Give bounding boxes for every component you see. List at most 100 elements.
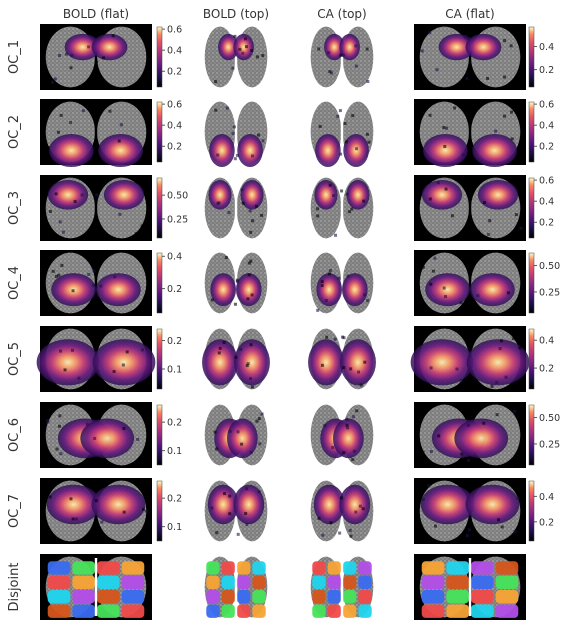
parcel — [446, 590, 469, 604]
voxel — [466, 458, 470, 462]
voxel — [334, 233, 338, 237]
parcel — [327, 561, 341, 575]
voxel — [217, 201, 221, 205]
voxel — [134, 232, 138, 236]
colorbar-gradient — [528, 177, 535, 239]
colorbar-oc-6-bold-flat: 0.1 0.2 — [156, 404, 182, 466]
voxel — [339, 152, 343, 156]
voxel — [320, 363, 324, 367]
panel-oc-1-bold-top — [204, 26, 268, 88]
row-label-oc-5: OC_5 — [7, 342, 22, 376]
voxel — [117, 139, 121, 143]
voxel — [228, 429, 232, 433]
voxel — [361, 507, 365, 511]
colorbar-tick-label: 0.50 — [167, 191, 188, 202]
voxel — [246, 297, 250, 301]
voxel — [108, 109, 112, 113]
voxel — [470, 537, 474, 541]
voxel — [495, 380, 499, 384]
colorbar-oc-3-ca-flat: 0.2 0.4 0.6 — [528, 176, 554, 239]
voxel — [249, 230, 253, 234]
colorbar-gradient — [156, 328, 163, 390]
voxel — [112, 370, 116, 374]
voxel — [93, 523, 97, 527]
voxel — [250, 154, 254, 158]
voxel — [428, 197, 432, 201]
voxel — [519, 226, 523, 230]
voxel — [348, 528, 352, 532]
voxel — [69, 120, 73, 124]
panel-oc-5-bold-flat — [36, 326, 156, 392]
voxel — [60, 263, 64, 267]
colorbar-tick-label: 0.2 — [539, 517, 554, 528]
voxel — [140, 332, 144, 336]
activation-blob — [343, 133, 369, 167]
activation-blob — [472, 133, 518, 167]
colorbar-gradient — [156, 252, 163, 314]
voxel — [459, 301, 463, 305]
activation-blob — [64, 33, 101, 61]
parcel — [206, 590, 220, 604]
voxel — [260, 412, 264, 416]
voxel — [102, 56, 106, 60]
panel-oc-5-bold-top — [202, 328, 270, 390]
voxel — [244, 45, 248, 49]
midline — [94, 103, 98, 161]
activation-blob — [36, 339, 100, 386]
colorbar-tick-label: 0.2 — [167, 494, 182, 505]
voxel — [421, 497, 425, 501]
parcel — [312, 590, 326, 604]
voxel — [351, 114, 355, 118]
voxel — [340, 189, 344, 193]
voxel — [488, 219, 492, 223]
voxel — [317, 516, 321, 520]
panel-oc-1-ca-flat — [414, 24, 526, 90]
activation-blob — [342, 273, 368, 307]
voxel — [318, 124, 322, 128]
colorbar-gradient — [528, 404, 535, 466]
activation-blob — [421, 179, 463, 210]
voxel — [58, 220, 62, 224]
colorbar-tick-label: 0.2 — [167, 142, 182, 153]
activation-blob — [91, 484, 146, 525]
voxel — [214, 80, 218, 84]
voxel — [494, 129, 498, 133]
colorbar-oc-5-ca-flat: 0.2 0.4 — [528, 328, 554, 390]
voxel — [255, 55, 259, 59]
voxel — [225, 106, 229, 110]
parcel — [358, 590, 372, 604]
voxel — [346, 274, 350, 278]
voxel — [316, 207, 320, 211]
voxel — [459, 379, 463, 383]
panel-oc-2-bold-flat — [40, 99, 152, 167]
voxel — [234, 355, 238, 359]
voxel — [247, 273, 251, 277]
voxel — [355, 409, 359, 413]
voxel — [519, 256, 523, 260]
voxel — [46, 420, 50, 424]
voxel — [249, 343, 253, 347]
voxel — [261, 54, 265, 58]
voxel — [87, 45, 91, 49]
voxel — [509, 44, 513, 48]
activation-blob — [313, 484, 345, 525]
voxel — [347, 210, 351, 214]
voxel — [255, 419, 259, 423]
panel-oc-4-ca-top — [310, 252, 374, 314]
voxel — [321, 533, 325, 537]
panel-oc-2-bold-top — [204, 101, 268, 167]
colorbar-tick-label: 0.4 — [539, 197, 554, 208]
voxel — [498, 347, 502, 351]
voxel — [503, 39, 507, 43]
parcel — [97, 604, 120, 618]
parcel — [72, 604, 95, 618]
midline — [234, 103, 238, 161]
row-label-disjoint: Disjoint — [7, 563, 22, 612]
voxel — [338, 531, 342, 535]
activation-blob — [454, 418, 509, 459]
voxel — [329, 521, 333, 525]
parcel — [327, 590, 341, 604]
voxel — [240, 442, 244, 446]
voxel — [245, 364, 249, 368]
voxel — [119, 123, 123, 127]
